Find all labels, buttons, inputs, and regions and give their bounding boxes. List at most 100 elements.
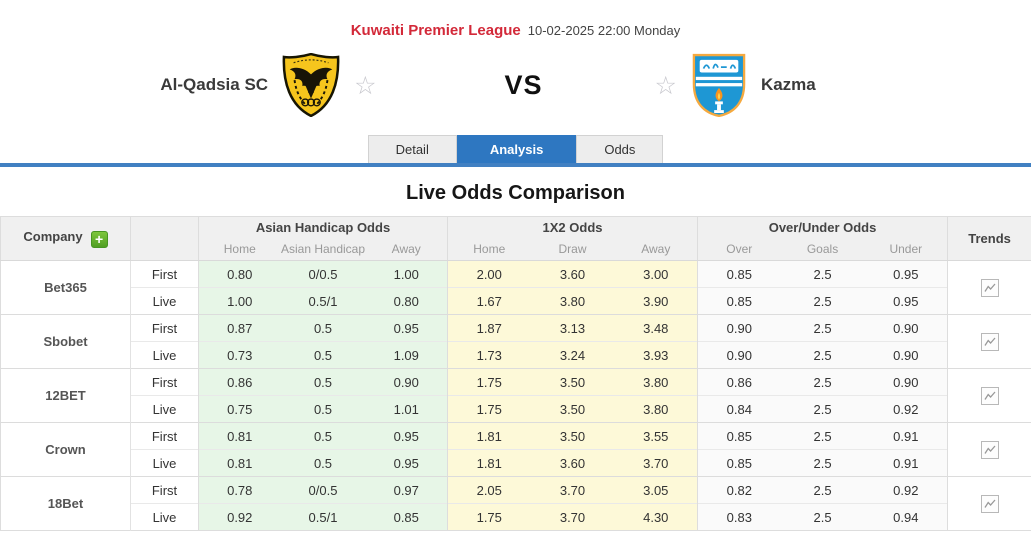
odds-cell: 0.85 — [697, 260, 781, 288]
odds-cell: 1.73 — [447, 341, 531, 369]
tab-detail[interactable]: Detail — [367, 135, 457, 163]
odds-cell: 0.90 — [864, 341, 948, 369]
odds-cell: 1.75 — [447, 368, 531, 396]
chart-icon — [984, 445, 996, 454]
chart-icon — [984, 391, 996, 400]
odds-cell: 0.5 — [280, 368, 366, 396]
odds-cell: 0.5 — [280, 341, 366, 369]
row-type-label: Live — [130, 449, 199, 477]
odds-cell: 3.00 — [614, 260, 698, 288]
favorite-star-away[interactable]: ☆ — [654, 70, 677, 100]
section-title: Live Odds Comparison — [406, 182, 625, 204]
odds-cell: 2.5 — [780, 314, 865, 342]
odds-cell: 0.95 — [365, 422, 448, 450]
home-team-side: Al-Qadsia SC ☆ — [0, 53, 504, 117]
subheader: Home — [198, 238, 281, 261]
odds-cell: 0.5 — [280, 314, 366, 342]
row-type-label: Live — [130, 287, 199, 315]
odds-cell: 1.67 — [447, 287, 531, 315]
odds-cell: 3.50 — [530, 422, 615, 450]
odds-cell: 2.5 — [780, 341, 865, 369]
tab-analysis[interactable]: Analysis — [456, 135, 577, 163]
company-header: Company + — [0, 216, 131, 261]
odds-cell: 2.5 — [780, 449, 865, 477]
odds-cell: 0.80 — [365, 287, 448, 315]
odds-cell: 0.86 — [198, 368, 281, 396]
trends-icon[interactable] — [980, 332, 999, 351]
odds-cell: 3.24 — [530, 341, 615, 369]
row-type-label: Live — [130, 503, 199, 531]
odds-cell: 0.84 — [697, 395, 781, 423]
league-name[interactable]: Kuwaiti Premier League — [350, 22, 521, 39]
odds-cell: 1.75 — [447, 503, 531, 531]
company-name: Crown — [0, 422, 131, 477]
subheader: Home — [447, 238, 531, 261]
odds-cell: 3.05 — [614, 476, 698, 504]
odds-cell: 0/0.5 — [280, 260, 366, 288]
odds-cell: 2.5 — [780, 476, 865, 504]
odds-cell: 2.5 — [780, 287, 865, 315]
odds-cell: 0.73 — [198, 341, 281, 369]
odds-cell: 0.75 — [198, 395, 281, 423]
odds-table-body: Bet365 First 0.80 0/0.5 1.00 2.00 3.60 3.00 0.85… — [0, 260, 1031, 531]
odds-cell: 0.78 — [198, 476, 281, 504]
away-team-logo — [692, 53, 746, 117]
odds-table: Company + Asian Handicap Odds 1X2 Odds Ov… — [0, 216, 1031, 531]
match-banner: Al-Qadsia SC ☆ VS ☆ Kaz — [0, 48, 1031, 122]
add-company-button[interactable]: + — [90, 231, 108, 248]
trends-icon[interactable] — [980, 278, 999, 297]
trends-icon[interactable] — [980, 386, 999, 405]
odds-cell: 0.82 — [697, 476, 781, 504]
odds-cell: 1.00 — [365, 260, 448, 288]
odds-cell: 1.81 — [447, 449, 531, 477]
subheader: Asian Handicap — [280, 238, 366, 261]
home-team-name[interactable]: Al-Qadsia SC — [160, 75, 269, 94]
tab-bar: Detail Analysis Odds — [0, 135, 1031, 167]
odds-cell: 3.60 — [530, 449, 615, 477]
header-asian-handicap: Asian Handicap Odds — [198, 216, 448, 239]
chart-icon — [984, 283, 996, 292]
subheader: Goals — [780, 238, 865, 261]
trends-icon[interactable] — [980, 494, 999, 513]
odds-cell: 3.55 — [614, 422, 698, 450]
odds-cell: 1.00 — [198, 287, 281, 315]
odds-cell: 1.09 — [365, 341, 448, 369]
odds-cell: 0.5 — [280, 422, 366, 450]
odds-cell: 2.5 — [780, 260, 865, 288]
odds-cell: 3.80 — [614, 395, 698, 423]
page-header: Kuwaiti Premier League 10-02-2025 22:00 M… — [0, 0, 1031, 40]
subheader: Away — [614, 238, 698, 261]
odds-cell: 0.92 — [198, 503, 281, 531]
trends-icon[interactable] — [980, 440, 999, 459]
odds-cell: 0.81 — [198, 449, 281, 477]
odds-cell: 3.90 — [614, 287, 698, 315]
vs-label: VS — [504, 69, 543, 100]
subheader: Draw — [530, 238, 615, 261]
match-datetime: 10-02-2025 22:00 Monday — [527, 23, 681, 38]
odds-cell: 3.50 — [530, 368, 615, 396]
chart-icon — [984, 337, 996, 346]
odds-cell: 0.86 — [697, 368, 781, 396]
odds-cell: 0.85 — [697, 449, 781, 477]
away-team-name[interactable]: Kazma — [760, 75, 816, 94]
odds-cell: 0.5/1 — [280, 503, 366, 531]
odds-cell: 0.81 — [198, 422, 281, 450]
subheader: Away — [365, 238, 448, 261]
odds-cell: 0.80 — [198, 260, 281, 288]
odds-cell: 3.70 — [614, 449, 698, 477]
header-over-under: Over/Under Odds — [697, 216, 948, 239]
tab-odds[interactable]: Odds — [576, 135, 664, 163]
odds-cell: 2.5 — [780, 422, 865, 450]
favorite-star-home[interactable]: ☆ — [354, 70, 377, 100]
odds-cell: 3.80 — [614, 368, 698, 396]
odds-cell: 0.85 — [365, 503, 448, 531]
odds-cell: 0.95 — [365, 314, 448, 342]
company-name: 12BET — [0, 368, 131, 423]
trends-cell — [947, 422, 1031, 477]
odds-cell: 3.60 — [530, 260, 615, 288]
row-type-label: Live — [130, 341, 199, 369]
odds-cell: 0.87 — [198, 314, 281, 342]
odds-cell: 3.70 — [530, 503, 615, 531]
odds-cell: 0.5 — [280, 449, 366, 477]
odds-cell: 0.95 — [864, 287, 948, 315]
